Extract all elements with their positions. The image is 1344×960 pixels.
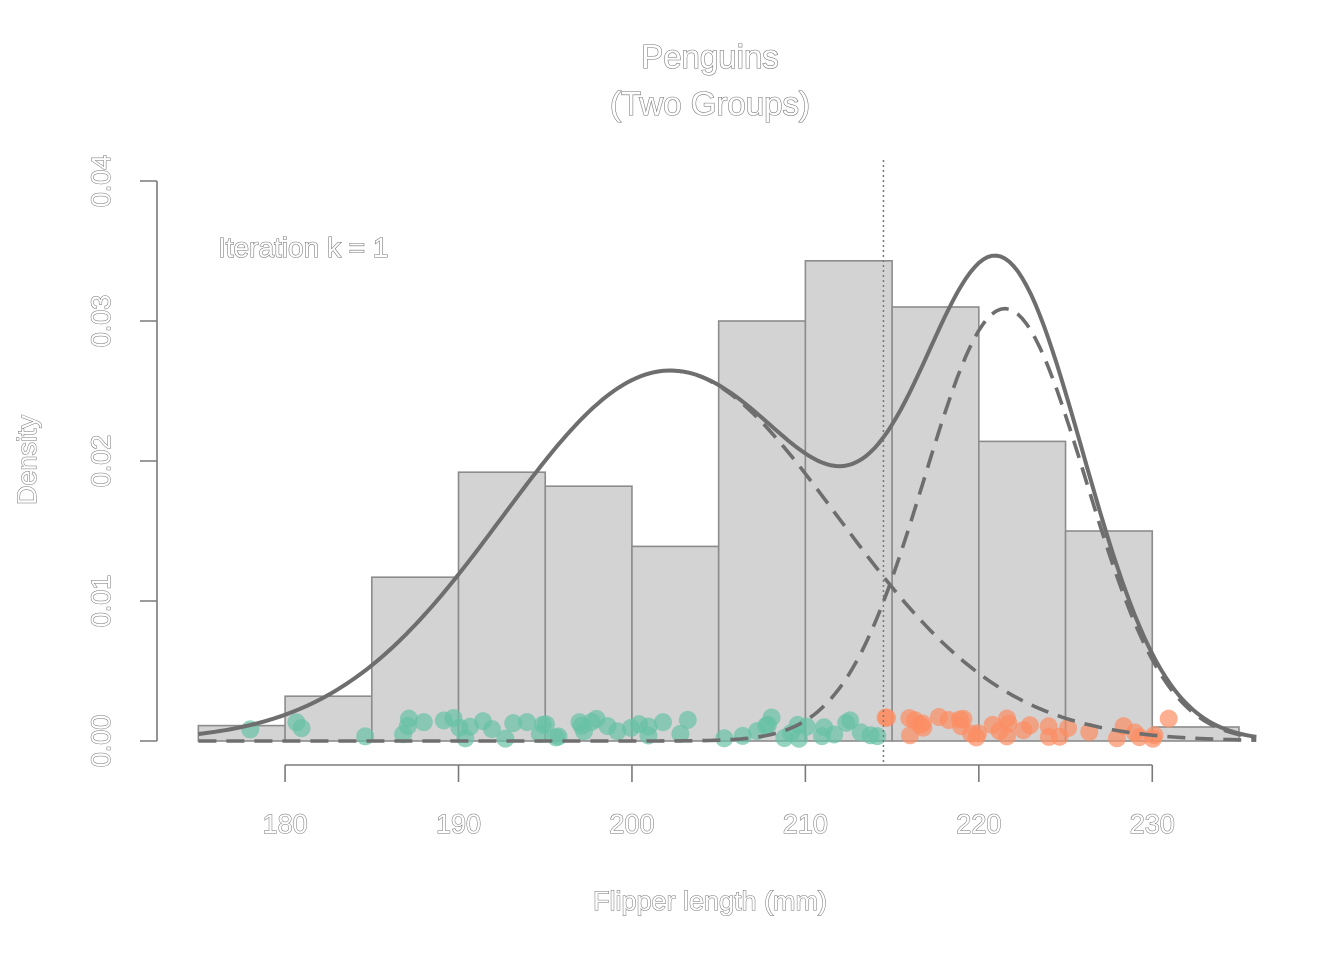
histogram-bar bbox=[631, 545, 720, 742]
group1-point bbox=[621, 718, 640, 737]
histogram-bars bbox=[197, 259, 1240, 742]
chart-title-line-1: Penguins bbox=[641, 38, 779, 75]
group1-point bbox=[840, 711, 859, 730]
y-axis: 0.00 0.01 0.02 0.03 0.04 bbox=[86, 154, 158, 768]
group2-point bbox=[1059, 718, 1078, 737]
group1-point bbox=[608, 722, 627, 741]
mixture-density-curve bbox=[198, 253, 1257, 739]
x-axis-title: Flipper length (mm) bbox=[593, 886, 827, 916]
y-tick-label: 0.03 bbox=[86, 295, 116, 348]
x-tick-label: 180 bbox=[263, 809, 308, 839]
y-axis-title: Density bbox=[12, 414, 42, 505]
histogram-bar bbox=[544, 485, 633, 742]
group1-point bbox=[444, 709, 463, 728]
histogram-bar bbox=[891, 306, 980, 742]
group1-point bbox=[775, 729, 794, 748]
group1-point bbox=[639, 717, 658, 736]
histogram-bar bbox=[457, 471, 547, 742]
group1-point bbox=[533, 715, 552, 734]
group2-point bbox=[999, 714, 1018, 733]
group1-point bbox=[482, 720, 501, 739]
group1-point bbox=[653, 713, 672, 732]
density-curves bbox=[198, 253, 1257, 743]
group2-point bbox=[983, 715, 1002, 734]
group1-point bbox=[757, 716, 776, 735]
group1-point bbox=[671, 724, 690, 743]
group2-point bbox=[1020, 716, 1039, 735]
histogram-bar bbox=[804, 259, 893, 742]
histogram-bar bbox=[978, 440, 1067, 742]
group1-point bbox=[399, 709, 418, 728]
x-tick-label: 200 bbox=[609, 809, 654, 839]
group1-point bbox=[292, 719, 311, 738]
histogram-bar bbox=[717, 320, 807, 742]
x-tick-label: 230 bbox=[1130, 809, 1175, 839]
group1-point bbox=[504, 714, 523, 733]
group1-point bbox=[496, 729, 515, 748]
group2-point bbox=[967, 728, 986, 747]
iteration-annotation: Iteration k = 1 bbox=[218, 232, 388, 263]
group1-point bbox=[394, 725, 413, 744]
group2-point bbox=[929, 708, 948, 727]
y-tick-label: 0.01 bbox=[86, 575, 116, 628]
component-2-density-curve bbox=[198, 306, 1257, 743]
histogram-bar bbox=[1064, 530, 1154, 742]
group1-point bbox=[789, 729, 808, 748]
group1-point bbox=[715, 729, 734, 748]
y-tick-label: 0.02 bbox=[86, 435, 116, 488]
group1-point bbox=[414, 713, 433, 732]
group2-point bbox=[1159, 709, 1178, 728]
y-tick-label: 0.00 bbox=[86, 715, 116, 768]
group2-point bbox=[913, 714, 932, 733]
x-tick-label: 190 bbox=[436, 809, 481, 839]
x-axis: 180 190 200 210 220 230 bbox=[262, 764, 1175, 840]
group2-point bbox=[876, 708, 895, 727]
data-points bbox=[241, 708, 1178, 748]
x-tick-label: 220 bbox=[956, 809, 1001, 839]
group1-point bbox=[861, 726, 880, 745]
group1-point bbox=[678, 710, 697, 729]
chart-title-line-2: (Two Groups) bbox=[610, 85, 810, 122]
group1-point bbox=[518, 713, 537, 732]
group1-point bbox=[825, 725, 844, 744]
x-tick-label: 210 bbox=[783, 809, 828, 839]
y-tick-label: 0.04 bbox=[86, 155, 116, 208]
